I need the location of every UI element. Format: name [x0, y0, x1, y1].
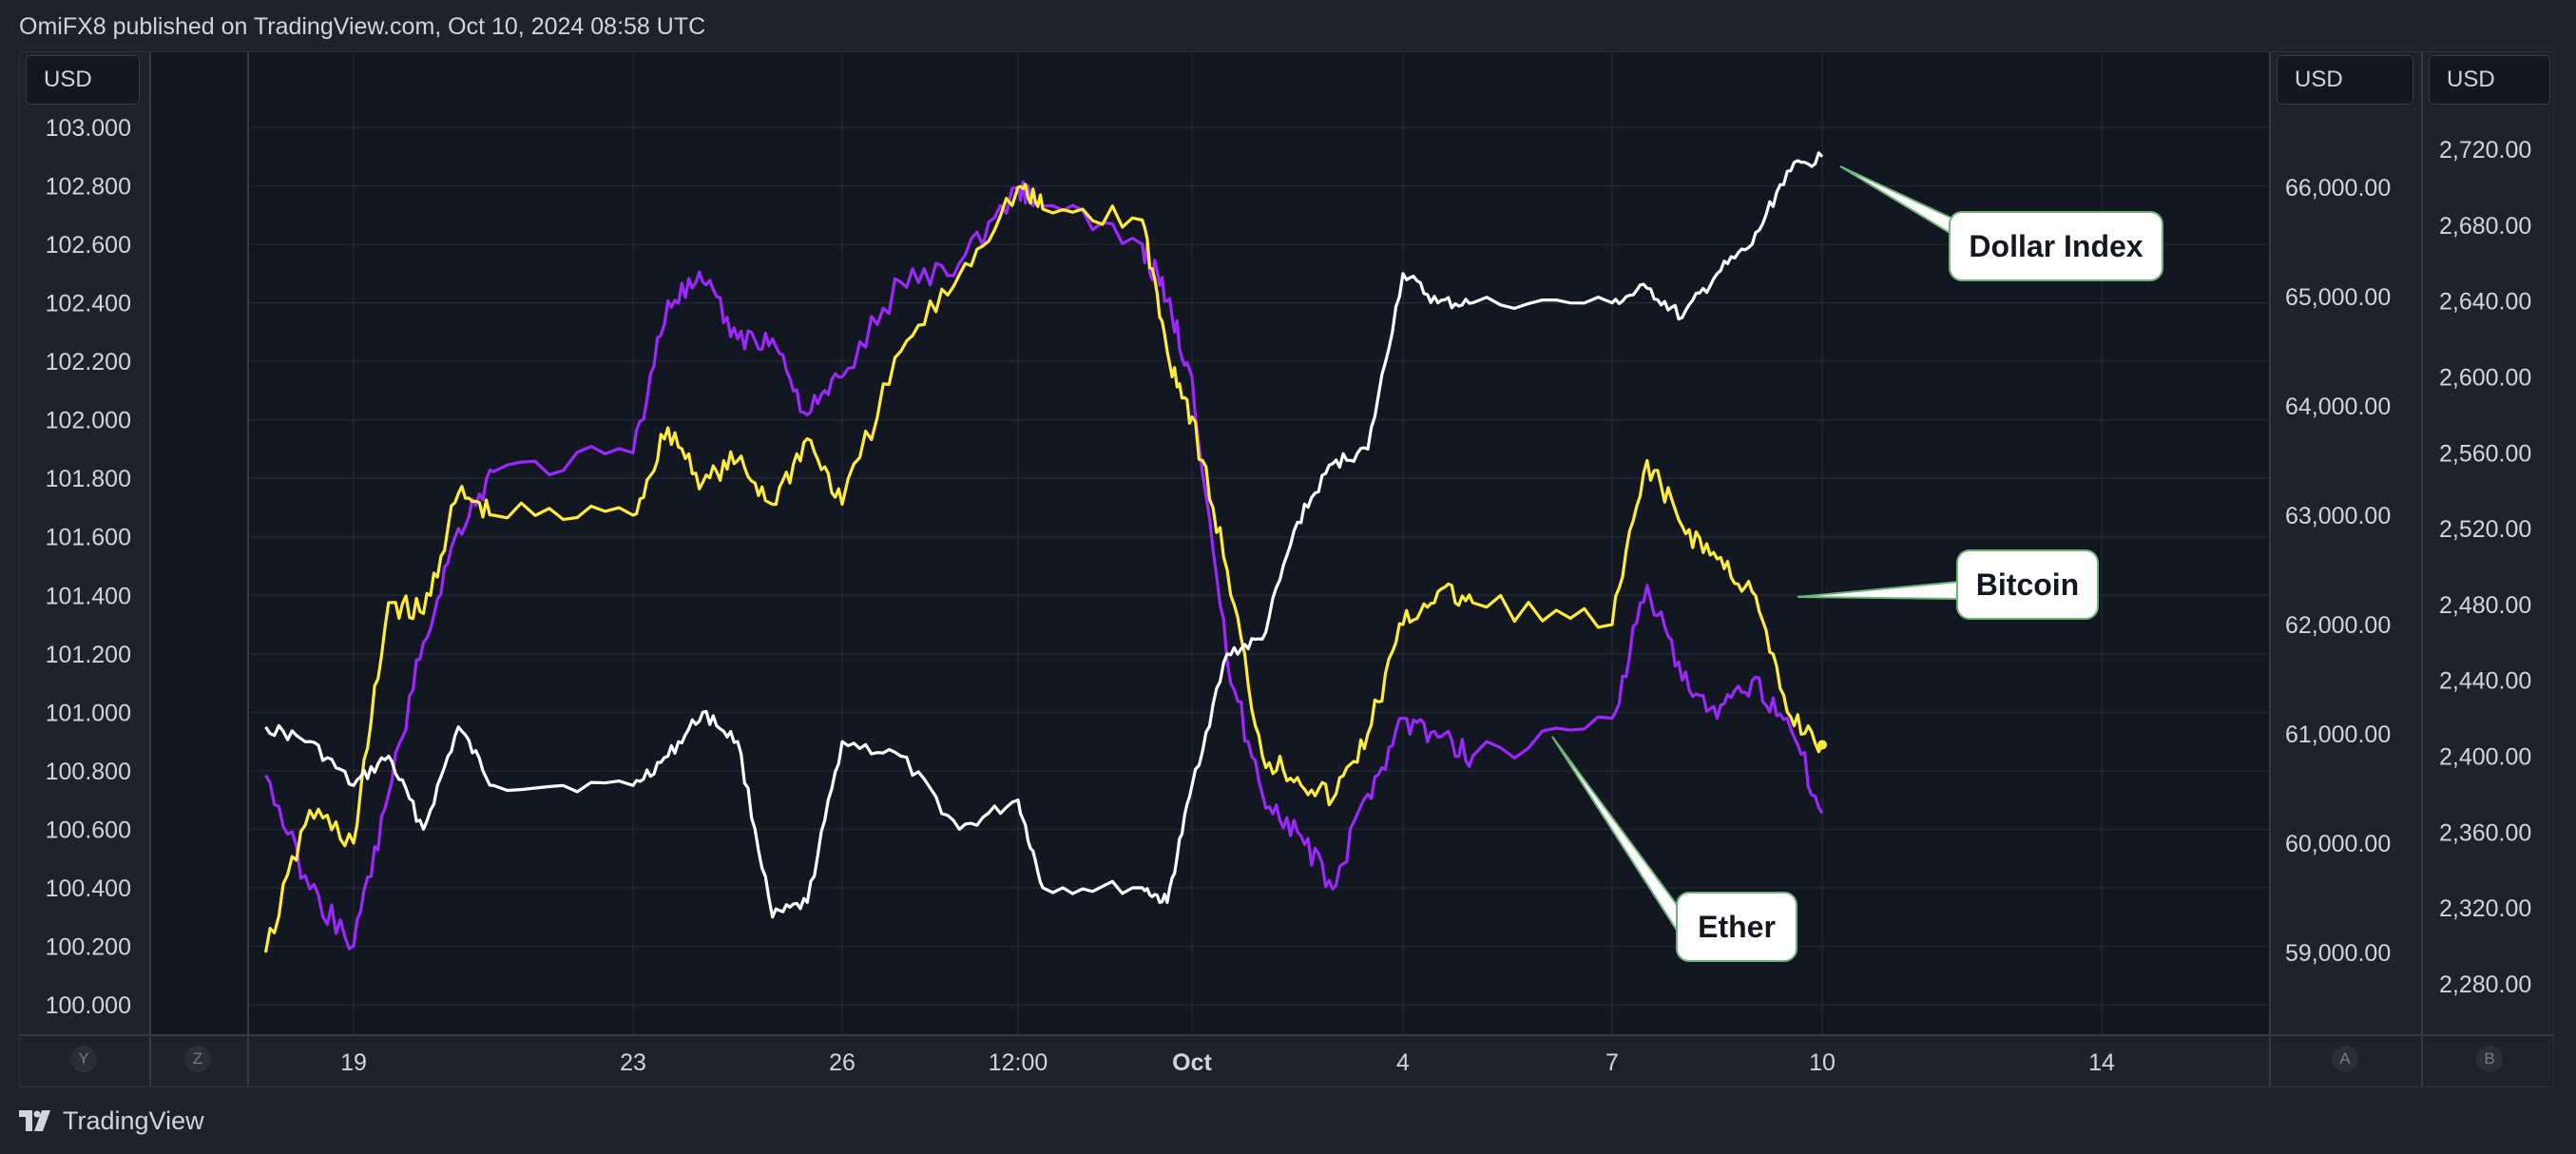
callout-bitcoin: Bitcoin	[1956, 549, 2099, 620]
y-tick-left: 102.400	[46, 291, 131, 317]
y-tick-bitcoin: 59,000.00	[2285, 940, 2391, 967]
y-tick-left: 102.200	[46, 349, 131, 375]
y-tick-bitcoin: 64,000.00	[2285, 394, 2391, 420]
bitcoin-last-point	[1817, 740, 1827, 750]
btc-axis-unit-box[interactable]: USD	[2277, 55, 2413, 105]
y-tick-ether: 2,280.00	[2439, 971, 2531, 998]
corner-button-y[interactable]: Y	[70, 1046, 97, 1072]
y-tick-ether: 2,320.00	[2439, 895, 2531, 922]
y-tick-left: 100.600	[46, 817, 131, 843]
y-tick-bitcoin: 61,000.00	[2285, 721, 2391, 748]
y-tick-left: 102.600	[46, 232, 131, 259]
corner-button-z[interactable]: Z	[184, 1046, 211, 1072]
y-tick-left: 101.200	[46, 642, 131, 668]
x-tick-label: 19	[340, 1049, 367, 1076]
y-tick-bitcoin: 60,000.00	[2285, 831, 2391, 857]
y-tick-left: 101.600	[46, 525, 131, 551]
y-tick-bitcoin: 65,000.00	[2285, 284, 2391, 311]
callout-dollar-index: Dollar Index	[1949, 211, 2163, 281]
corner-button-b[interactable]: B	[2476, 1046, 2503, 1072]
x-tick-label: 4	[1396, 1049, 1410, 1076]
y-tick-ether: 2,520.00	[2439, 516, 2531, 543]
series-group	[263, 151, 1827, 953]
tradingview-brand[interactable]: TradingView	[63, 1106, 204, 1135]
publisher-header: OmiFX8 published on TradingView.com, Oct…	[19, 13, 706, 40]
y-tick-labels: 103.000 102.800 102.600 102.400 102.200 102.0…	[46, 115, 2532, 1019]
x-tick-label: Oct	[1172, 1049, 1212, 1076]
y-tick-left: 102.000	[46, 408, 131, 434]
y-tick-bitcoin: 62,000.00	[2285, 612, 2391, 639]
tradingview-logo-icon	[19, 1110, 50, 1131]
callout-ether: Ether	[1676, 892, 1797, 962]
left-axis-pane	[20, 52, 150, 1035]
y-tick-ether: 2,600.00	[2439, 364, 2531, 391]
y-tick-left: 100.000	[46, 992, 131, 1019]
series-line-ether	[264, 180, 1824, 951]
y-tick-ether: 2,720.00	[2439, 137, 2531, 163]
pane-dividers	[20, 52, 2553, 1087]
y-tick-left: 100.400	[46, 875, 131, 902]
series-line-dollar-index	[264, 151, 1824, 919]
left-axis-unit-box[interactable]: USD	[26, 55, 140, 105]
callout-pointers	[1551, 165, 1960, 957]
x-tick-label: 7	[1605, 1049, 1619, 1076]
y-tick-ether: 2,480.00	[2439, 592, 2531, 619]
series-line-bitcoin	[263, 183, 1824, 953]
y-tick-left: 101.000	[46, 700, 131, 726]
y-tick-left: 100.200	[46, 933, 131, 960]
eth-axis-unit-box[interactable]: USD	[2429, 55, 2550, 105]
chart-frame: 103.000 102.800 102.600 102.400 102.200 102.0…	[19, 51, 2554, 1087]
y-tick-ether: 2,560.00	[2439, 440, 2531, 467]
y-tick-ether: 2,360.00	[2439, 819, 2531, 846]
y-tick-left: 100.800	[46, 759, 131, 785]
y-tick-left: 103.000	[46, 115, 131, 142]
plot-background	[20, 52, 2553, 1087]
y-tick-ether: 2,400.00	[2439, 744, 2531, 771]
y-tick-left: 101.400	[46, 583, 131, 609]
y-tick-ether: 2,640.00	[2439, 289, 2531, 316]
x-tick-label: 26	[829, 1049, 855, 1076]
time-axis-bar	[20, 1035, 2553, 1087]
y-tick-bitcoin: 66,000.00	[2285, 175, 2391, 202]
x-tick-label: 12:00	[989, 1049, 1048, 1076]
x-tick-labels: 19 23 26 12:00 Oct 4 7 10 14	[340, 1049, 2115, 1076]
y-tick-ether: 2,680.00	[2439, 213, 2531, 240]
y-tick-bitcoin: 63,000.00	[2285, 503, 2391, 529]
corner-button-a[interactable]: A	[2332, 1046, 2358, 1072]
chart-svg[interactable]: 103.000 102.800 102.600 102.400 102.200 102.0…	[20, 52, 2553, 1087]
grid	[248, 52, 2270, 1035]
y-tick-left: 102.800	[46, 174, 131, 201]
x-tick-label: 14	[2088, 1049, 2115, 1076]
y-tick-left: 101.800	[46, 466, 131, 492]
right-axis-pane	[2270, 52, 2553, 1035]
x-tick-label: 23	[620, 1049, 646, 1076]
footer: TradingView	[19, 1105, 204, 1137]
y-tick-ether: 2,440.00	[2439, 668, 2531, 695]
x-tick-label: 10	[1809, 1049, 1836, 1076]
